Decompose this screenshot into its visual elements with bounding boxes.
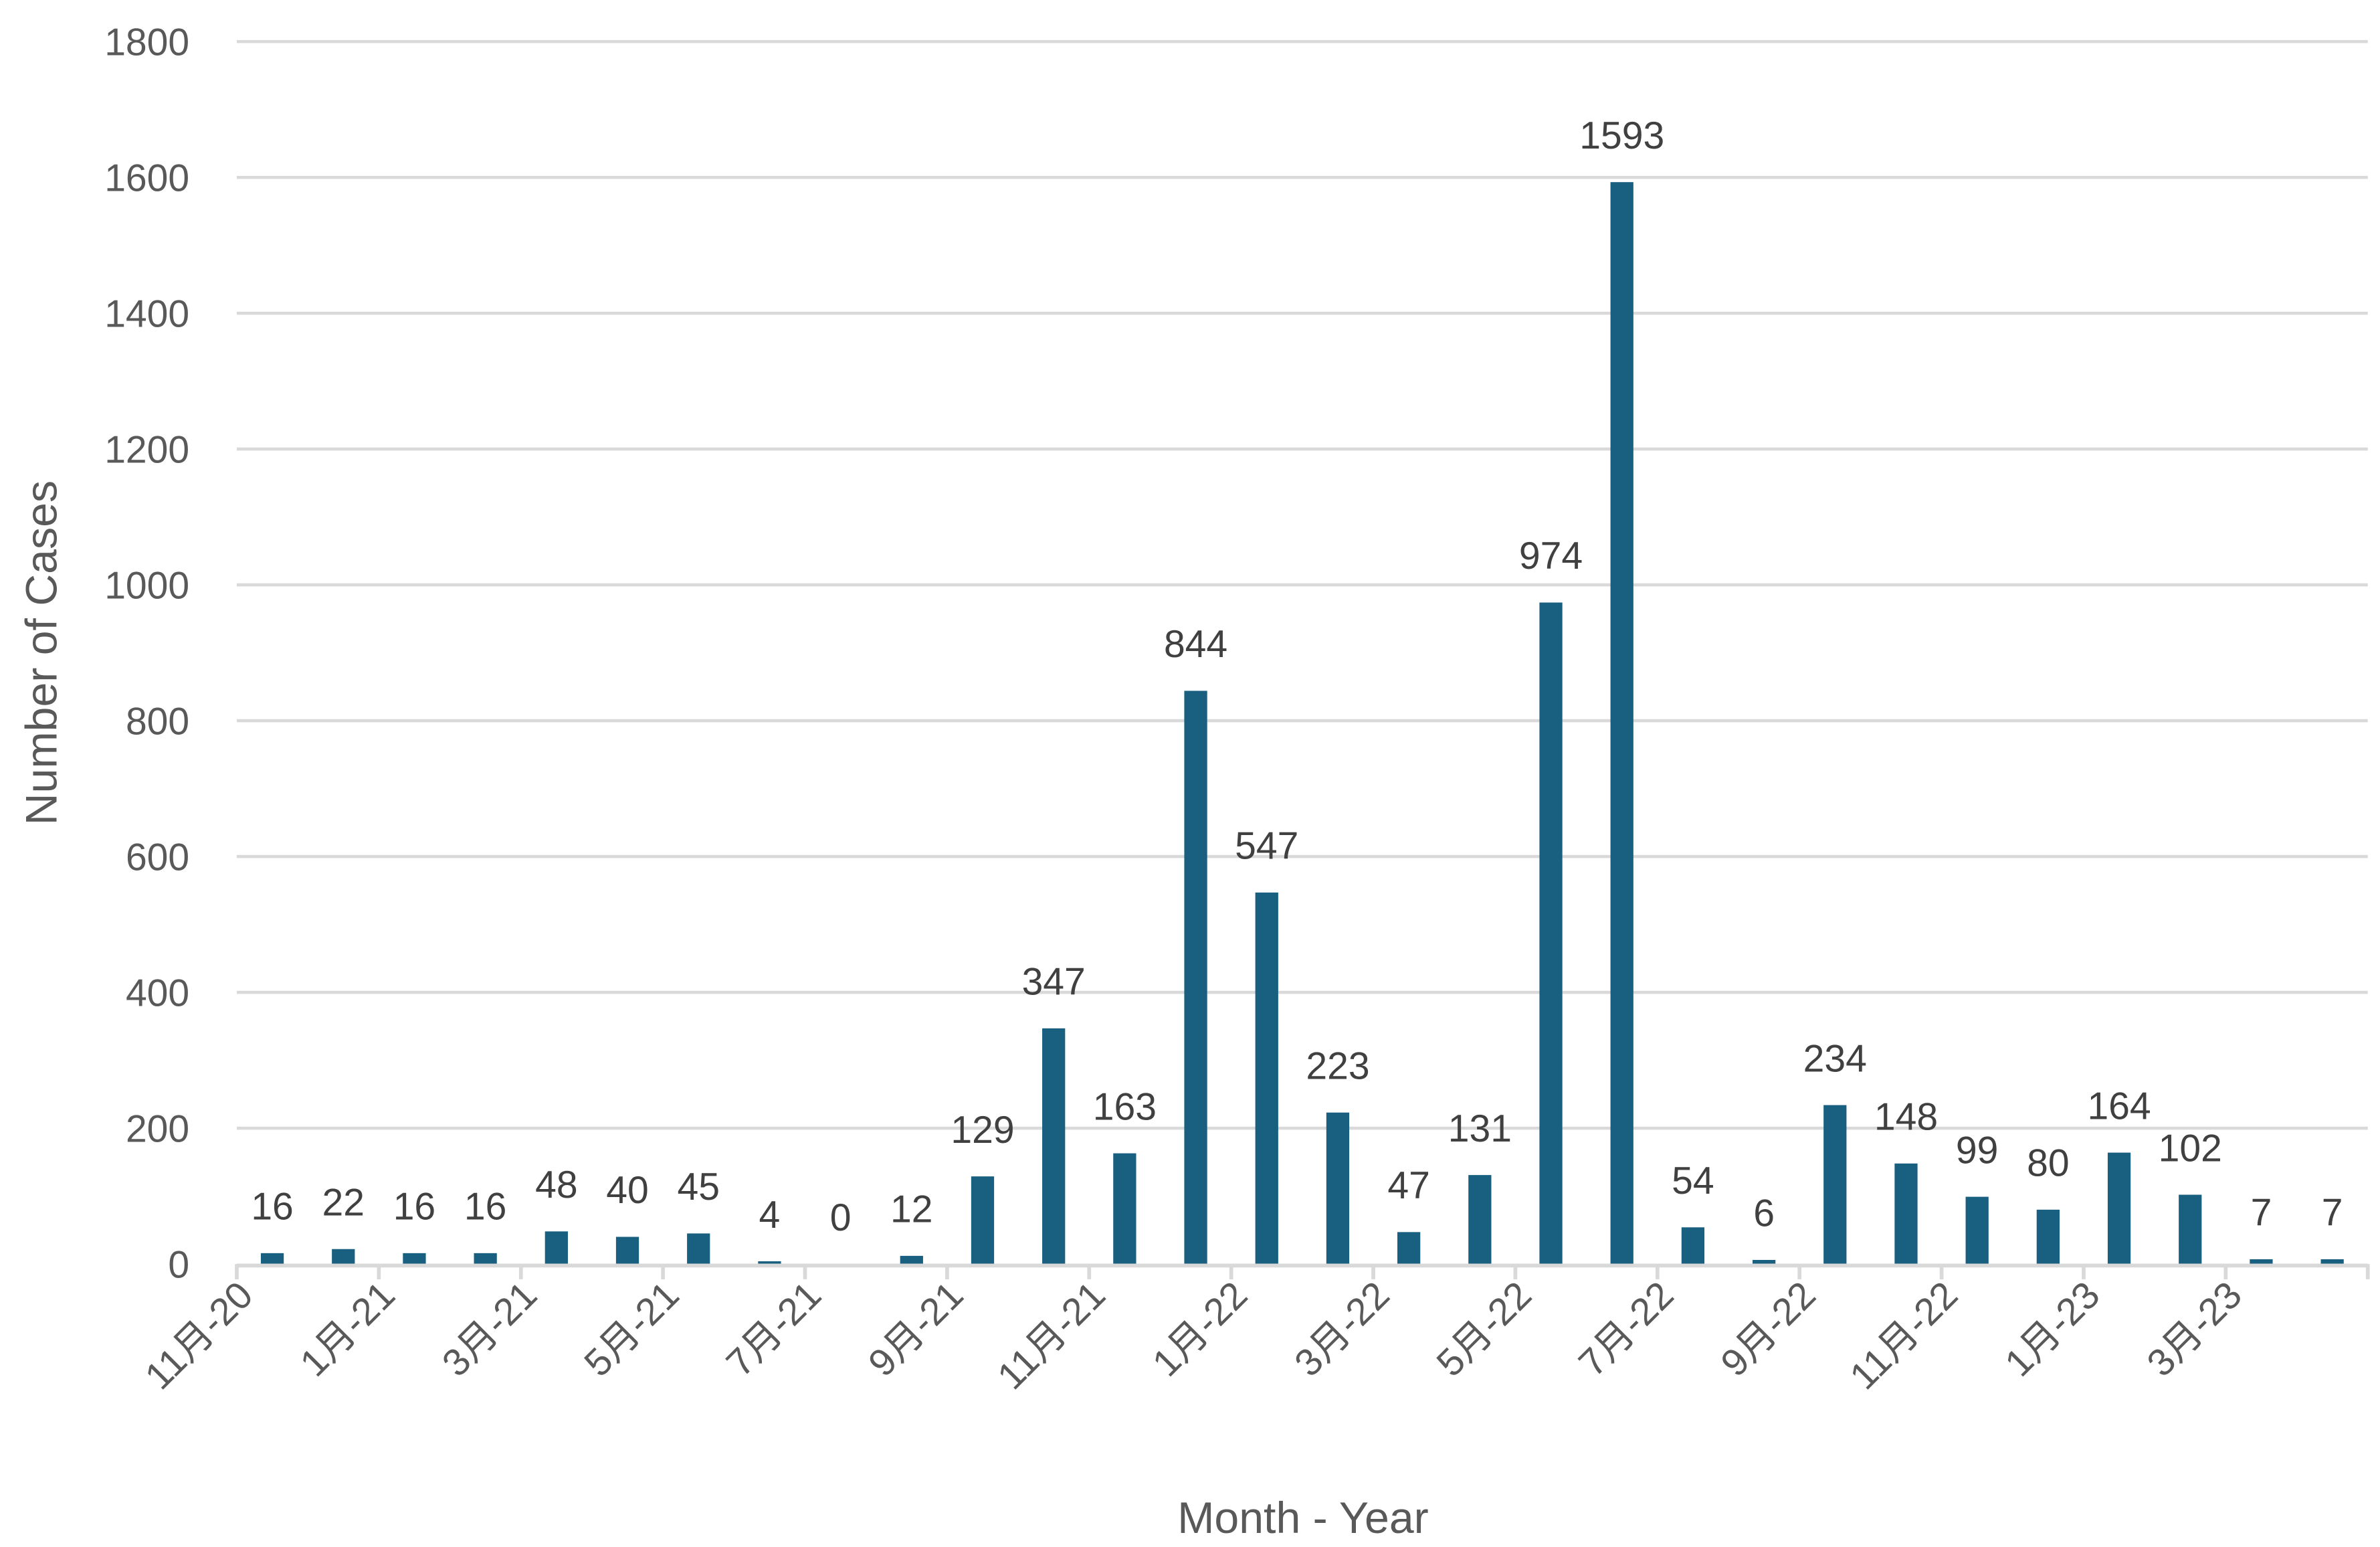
data-label: 80 (2027, 1142, 2070, 1185)
data-label: 7 (2251, 1192, 2272, 1235)
bar (474, 1253, 497, 1265)
bar (1397, 1232, 1421, 1265)
x-tick-label: 3月-23 (2139, 1273, 2250, 1384)
bar (2320, 1259, 2344, 1265)
data-label: 4 (759, 1194, 781, 1237)
data-label: 6 (1753, 1192, 1775, 1235)
bar (332, 1249, 355, 1265)
data-label: 164 (2087, 1085, 2151, 1127)
x-tick-label: 1月-21 (292, 1273, 403, 1384)
y-axis-title: Number of Cases (17, 480, 66, 825)
data-label: 234 (1803, 1037, 1867, 1080)
data-label: 129 (951, 1109, 1014, 1152)
data-label: 16 (393, 1186, 436, 1228)
x-tick-label: 5月-22 (1429, 1273, 1540, 1384)
data-label: 223 (1306, 1044, 1369, 1087)
bar (900, 1255, 923, 1265)
x-tick-label: 11月-21 (989, 1273, 1114, 1398)
bar (615, 1237, 639, 1265)
bar (687, 1233, 710, 1265)
bar (1113, 1153, 1136, 1265)
data-label: 844 (1164, 623, 1227, 666)
bar (1894, 1163, 1918, 1265)
x-tick-label: 5月-21 (576, 1273, 687, 1384)
bar (2250, 1259, 2273, 1265)
data-label: 1593 (1579, 114, 1664, 157)
y-tick-label: 1800 (104, 21, 189, 64)
bars (260, 182, 2344, 1265)
data-label: 974 (1519, 535, 1583, 577)
data-label: 16 (251, 1186, 294, 1228)
y-tick-label: 600 (126, 836, 189, 879)
x-tick-label: 3月-22 (1286, 1273, 1397, 1384)
data-label: 347 (1022, 961, 1086, 1004)
y-tick-label: 1400 (104, 293, 189, 336)
bar (1752, 1259, 1776, 1265)
data-label: 102 (2159, 1127, 2222, 1170)
bar (971, 1176, 995, 1265)
bar (1326, 1112, 1350, 1265)
data-label: 16 (464, 1186, 507, 1228)
data-label: 54 (1672, 1160, 1714, 1202)
x-tick-label: 9月-22 (1712, 1273, 1823, 1384)
x-tick-label: 11月-20 (137, 1273, 262, 1398)
x-tick-label: 11月-22 (1842, 1273, 1966, 1398)
bar (1965, 1196, 1989, 1265)
data-label: 7 (2322, 1192, 2343, 1235)
data-label: 547 (1235, 825, 1298, 868)
bar (2179, 1194, 2202, 1265)
x-tick-label: 3月-21 (434, 1273, 545, 1384)
data-label: 22 (322, 1181, 365, 1224)
data-label: 47 (1387, 1164, 1430, 1207)
data-label: 12 (890, 1188, 933, 1231)
bar (1610, 182, 1633, 1265)
bar (544, 1231, 568, 1265)
y-tick-label: 1000 (104, 565, 189, 608)
data-label: 40 (606, 1169, 649, 1212)
y-tick-label: 400 (126, 972, 189, 1015)
bar (1539, 602, 1563, 1265)
bar (1184, 691, 1207, 1265)
data-label: 0 (830, 1196, 852, 1239)
bar (1255, 892, 1278, 1265)
y-tick-label: 800 (126, 701, 189, 743)
y-tick-label: 0 (168, 1244, 189, 1287)
bar (403, 1253, 426, 1265)
gridlines (236, 39, 2368, 1130)
bar (1468, 1175, 1492, 1265)
y-tick-label: 200 (126, 1108, 189, 1151)
x-axis: 11月-20 1月-21 3月-21 5月-21 7月-21 9月-21 11月-21 1月-… (137, 1263, 2370, 1398)
bar (260, 1253, 284, 1265)
bar (1823, 1105, 1847, 1265)
x-tick-label: 9月-21 (860, 1273, 971, 1384)
data-label: 148 (1874, 1096, 1938, 1139)
y-tick-label: 1200 (104, 429, 189, 472)
x-tick-label: 1月-23 (1997, 1273, 2108, 1384)
y-tick-label: 1600 (104, 157, 189, 200)
x-tick-label: 1月-22 (1145, 1273, 1256, 1384)
bar (758, 1261, 781, 1265)
data-label: 99 (1956, 1129, 1999, 1172)
y-axis-ticks: 0 200 400 600 800 1000 1200 1400 1600 1800 (104, 21, 189, 1287)
data-label: 163 (1093, 1085, 1157, 1128)
x-axis-title: Month - Year (1177, 1493, 1429, 1543)
x-tick-label: 7月-21 (718, 1273, 829, 1384)
bar (2036, 1209, 2060, 1265)
bar (1681, 1227, 1705, 1265)
x-tick-label: 7月-22 (1571, 1273, 1682, 1384)
data-label: 45 (677, 1166, 720, 1208)
bar (1042, 1028, 1066, 1265)
data-label: 48 (535, 1164, 578, 1206)
data-label: 131 (1448, 1107, 1512, 1150)
bar (2107, 1152, 2131, 1265)
